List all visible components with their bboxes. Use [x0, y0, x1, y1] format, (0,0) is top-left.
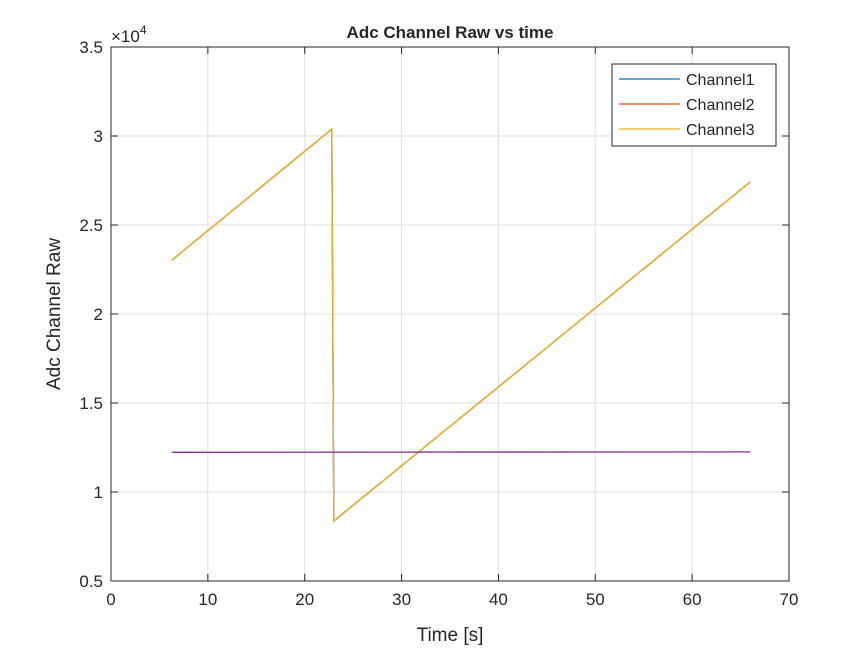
series-group	[171, 127, 751, 523]
y-exponent-label: ×104	[111, 23, 147, 46]
legend-box	[611, 63, 777, 147]
y-tick-label: 2.5	[79, 216, 103, 235]
y-tick-label: 2	[94, 305, 103, 324]
ticks: 0 10 20 30 40 50 60 70 0.5 1 1.5 2 2.5 3 3.5	[79, 38, 798, 609]
y-tick-label: 0.5	[79, 572, 103, 591]
y-tick-label: 1.5	[79, 394, 103, 413]
series-line-channel3	[171, 127, 751, 523]
x-tick-label: 10	[198, 590, 217, 609]
x-tick-label: 40	[489, 590, 508, 609]
legend-label-channel3: Channel3	[686, 122, 755, 139]
legend-label-channel1: Channel1	[686, 72, 755, 89]
x-tick-label: 0	[106, 590, 115, 609]
x-tick-label: 30	[392, 590, 411, 609]
y-tick-label: 1	[94, 483, 103, 502]
legend: Channel1 Channel2 Channel3	[611, 63, 777, 147]
y-tick-label: 3	[94, 127, 103, 146]
legend-label-channel2: Channel2	[686, 97, 755, 114]
chart-title: Adc Channel Raw vs time	[347, 23, 554, 42]
x-tick-label: 50	[586, 590, 605, 609]
x-tick-label: 70	[780, 590, 799, 609]
y-axis-label: Adc Channel Raw	[44, 238, 65, 390]
y-tick-label: 3.5	[79, 38, 103, 57]
x-tick-label: 20	[295, 590, 314, 609]
x-axis-label: Time [s]	[417, 625, 484, 646]
x-tick-label: 60	[683, 590, 702, 609]
